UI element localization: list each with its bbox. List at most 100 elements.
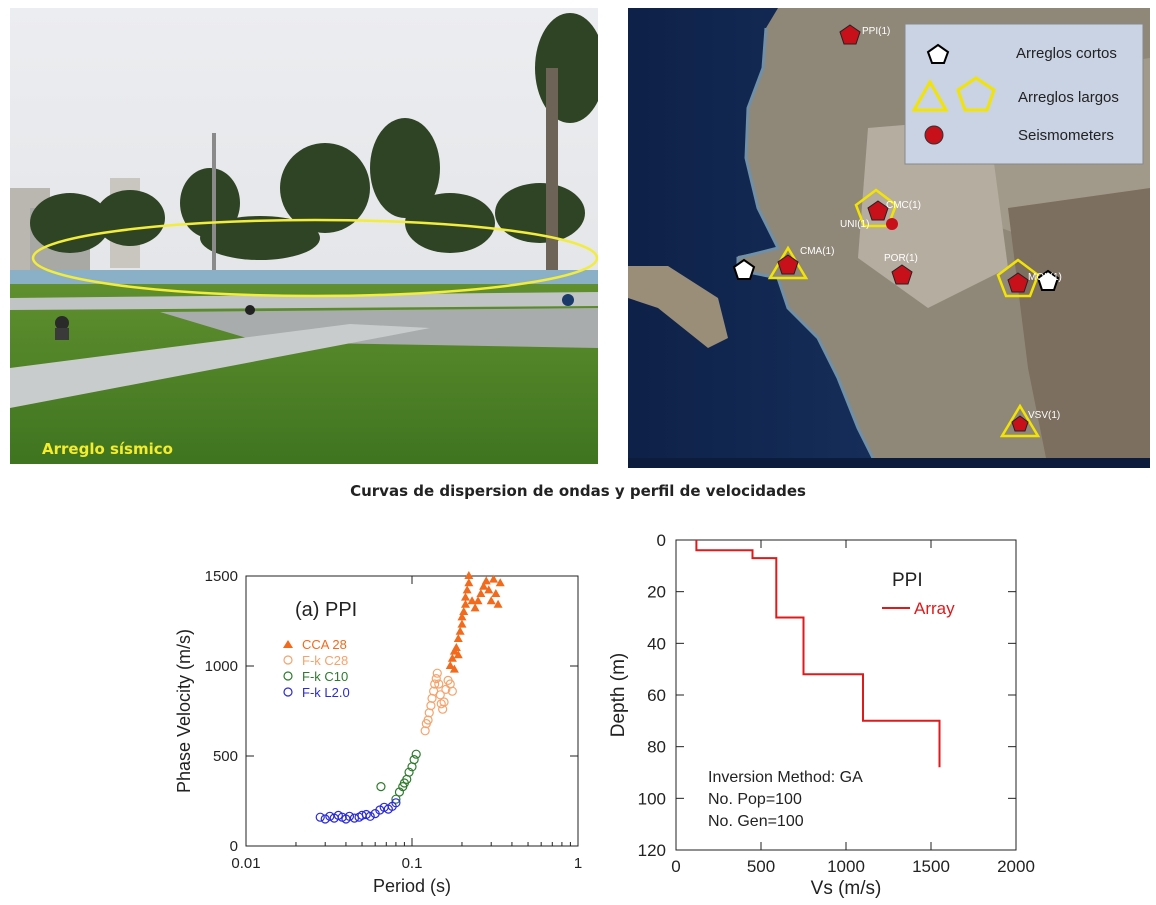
data-point-1 bbox=[434, 679, 444, 689]
data-point-0 bbox=[453, 650, 463, 659]
data-point-1 bbox=[426, 701, 436, 711]
data-point-0 bbox=[447, 653, 457, 662]
svg-text:VSV(1): VSV(1) bbox=[1028, 410, 1060, 421]
station-mol: MOL(1) bbox=[996, 258, 1062, 298]
legend-swatch-2 bbox=[283, 671, 293, 681]
yellow-triangle-icon bbox=[911, 78, 949, 112]
data-point-0 bbox=[451, 643, 461, 651]
data-point-1 bbox=[431, 674, 441, 684]
data-point-0 bbox=[449, 664, 459, 673]
map-legend bbox=[904, 23, 1144, 165]
x-tick-label: 0 bbox=[671, 857, 680, 876]
data-point-0 bbox=[453, 634, 463, 642]
data-point-1 bbox=[447, 686, 457, 696]
data-point-1 bbox=[438, 704, 448, 714]
seismic-array-ellipse bbox=[31, 218, 599, 298]
data-point-2 bbox=[409, 755, 419, 765]
black-pentagon-icon bbox=[926, 43, 950, 64]
y-tick-label: 0 bbox=[230, 838, 238, 855]
data-point-0 bbox=[457, 612, 467, 621]
y-tick-label: 80 bbox=[647, 738, 666, 757]
red-circle-icon bbox=[924, 125, 944, 145]
data-point-0 bbox=[460, 599, 470, 608]
data-point-2 bbox=[376, 782, 386, 792]
svg-text:PPI(1): PPI(1) bbox=[862, 26, 890, 37]
y-tick-label: 40 bbox=[647, 634, 666, 653]
x-axis-label: Vs (m/s) bbox=[811, 878, 882, 899]
data-point-0 bbox=[457, 619, 467, 628]
svg-text:UNI(1): UNI(1) bbox=[840, 219, 869, 230]
data-point-3 bbox=[315, 812, 325, 822]
data-point-0 bbox=[479, 581, 489, 590]
station-vsv: VSV(1) bbox=[999, 403, 1060, 438]
x-tick-label: 0.1 bbox=[402, 855, 423, 872]
data-point-0 bbox=[455, 626, 465, 635]
data-point-2 bbox=[411, 749, 421, 759]
data-point-1 bbox=[439, 697, 449, 707]
yellow-pentagon-icon bbox=[956, 76, 996, 112]
legend-label-0: CCA 28 bbox=[302, 637, 347, 652]
y-tick-label: 100 bbox=[638, 789, 666, 808]
svg-text:CMC(1): CMC(1) bbox=[886, 200, 921, 211]
plot-frame bbox=[675, 539, 1017, 851]
data-point-3 bbox=[365, 811, 375, 821]
data-point-0 bbox=[481, 576, 491, 585]
data-point-0 bbox=[470, 603, 480, 612]
data-point-3 bbox=[391, 798, 401, 808]
y-tick-label: 60 bbox=[647, 686, 666, 705]
data-point-1 bbox=[423, 715, 433, 725]
station-cmc: CMC(1) bbox=[854, 188, 921, 228]
data-point-0 bbox=[493, 599, 503, 608]
y-tick-label: 500 bbox=[213, 748, 238, 765]
legend-label-long: Arreglos largos bbox=[1018, 89, 1119, 106]
y-tick-label: 20 bbox=[647, 583, 666, 602]
data-point-1 bbox=[436, 699, 446, 709]
x-tick-label: 2000 bbox=[997, 857, 1035, 876]
legend-swatch-0 bbox=[283, 640, 293, 648]
station-uni: UNI(1) bbox=[840, 218, 898, 230]
annotation-line-2: No. Pop=100 bbox=[708, 791, 802, 808]
annotation-line-3: No. Gen=100 bbox=[708, 813, 804, 830]
y-tick-label: 1500 bbox=[205, 568, 238, 585]
data-point-3 bbox=[344, 811, 355, 821]
station-cma: CMA(1) bbox=[732, 245, 834, 280]
legend-swatch-1 bbox=[283, 655, 293, 665]
x-axis-label: Period (s) bbox=[373, 876, 451, 896]
velocity-profile-chart: 0 500 1000 1500 2000 0 20 40 60 80 100 120 PPI Arra… bbox=[592, 520, 1152, 900]
legend-label-short: Arreglos cortos bbox=[1016, 45, 1117, 62]
legend-label-seismo: Seismometers bbox=[1018, 127, 1114, 144]
legend-label-1: F-k C28 bbox=[302, 653, 348, 668]
y-axis-label: Phase Velocity (m/s) bbox=[174, 629, 194, 793]
station-por: POR(1) bbox=[884, 253, 918, 285]
chart-a-title: (a) PPI bbox=[295, 599, 357, 621]
data-point-0 bbox=[464, 571, 474, 579]
data-point-0 bbox=[489, 574, 499, 583]
annotation-line-1: Inversion Method: GA bbox=[708, 769, 863, 786]
data-point-3 bbox=[320, 814, 330, 824]
y-tick-label: 0 bbox=[657, 531, 666, 550]
data-point-0 bbox=[462, 585, 472, 594]
section-title: Curvas de dispersion de ondas y perfil d… bbox=[350, 482, 806, 500]
data-point-0 bbox=[467, 596, 477, 605]
y-tick-label: 120 bbox=[638, 841, 666, 860]
legend-label-3: F-k L2.0 bbox=[302, 685, 350, 700]
data-point-0 bbox=[464, 578, 474, 587]
x-tick-label: 1500 bbox=[912, 857, 950, 876]
photo-caption: Arreglo sísmico bbox=[42, 440, 173, 458]
chart-b-title: PPI bbox=[892, 570, 923, 591]
data-point-2 bbox=[404, 767, 414, 777]
data-point-0 bbox=[495, 578, 505, 587]
y-axis-label: Depth (m) bbox=[608, 653, 629, 737]
svg-text:POR(1): POR(1) bbox=[884, 253, 918, 264]
legend-label-array: Array bbox=[914, 599, 955, 618]
data-point-0 bbox=[473, 596, 483, 605]
series-array-line bbox=[695, 540, 941, 768]
data-point-0 bbox=[484, 585, 494, 594]
data-point-0 bbox=[491, 589, 501, 597]
legend-label-2: F-k C10 bbox=[302, 669, 348, 684]
plot-frame bbox=[245, 575, 579, 847]
park-photo: Arreglo sísmico bbox=[10, 8, 605, 464]
x-tick-label: 500 bbox=[747, 857, 775, 876]
data-point-1 bbox=[430, 679, 440, 689]
svg-text:MOL(1): MOL(1) bbox=[1028, 272, 1062, 283]
